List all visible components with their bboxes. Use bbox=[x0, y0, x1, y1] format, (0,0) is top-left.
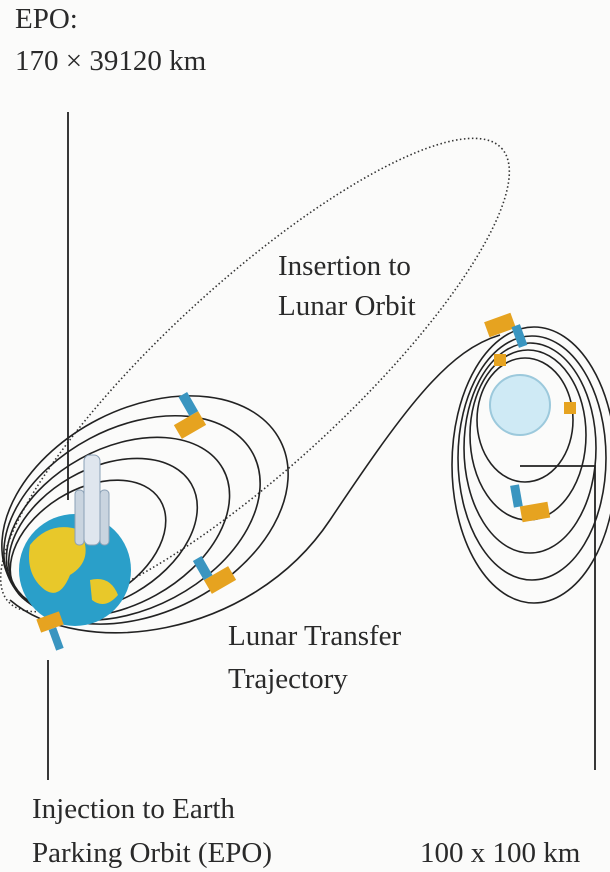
rocket bbox=[75, 455, 109, 545]
label: Injection to Earth bbox=[32, 793, 235, 825]
moon-orbits bbox=[452, 327, 610, 603]
label: Trajectory bbox=[228, 663, 348, 695]
label: Insertion to bbox=[278, 250, 411, 282]
label: Parking Orbit (EPO) bbox=[32, 837, 272, 869]
label: 100 x 100 km bbox=[420, 837, 581, 869]
label: Lunar Transfer bbox=[228, 620, 402, 652]
label: Lunar Orbit bbox=[278, 290, 416, 322]
diagram-canvas: EPO: 170 × 39120 km Insertion to Lunar O… bbox=[0, 0, 610, 872]
label: 170 × 39120 km bbox=[15, 45, 207, 77]
label: EPO: bbox=[15, 3, 78, 35]
moon bbox=[490, 375, 550, 435]
diagram: EPO: 170 × 39120 km Insertion to Lunar O… bbox=[0, 0, 610, 872]
